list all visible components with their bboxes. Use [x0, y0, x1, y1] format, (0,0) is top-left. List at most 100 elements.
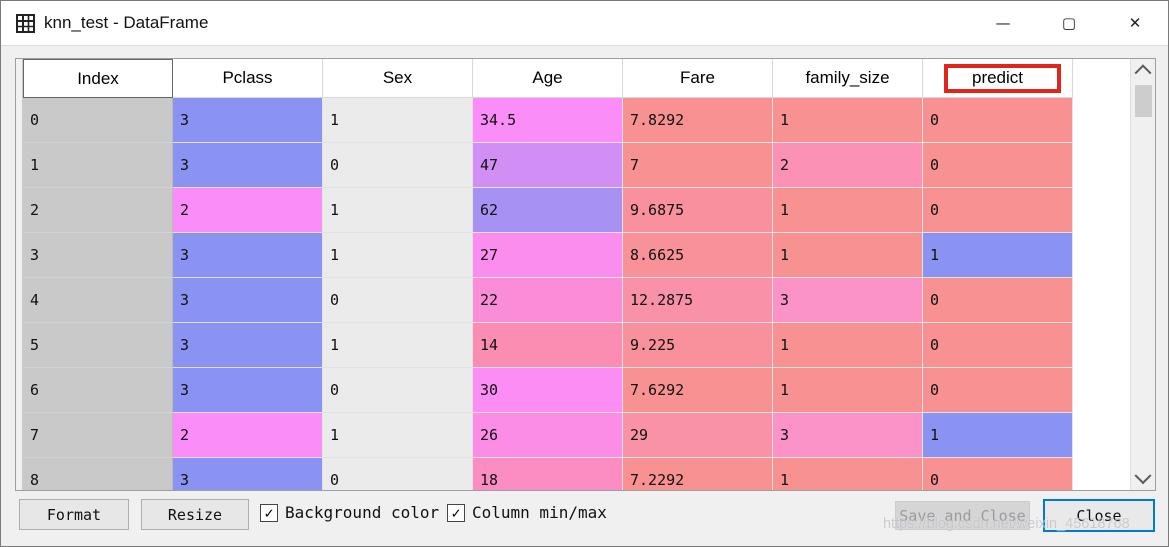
- data-cell[interactable]: 0: [923, 458, 1073, 490]
- data-cell[interactable]: 3: [173, 233, 323, 278]
- save-and-close-button: Save and Close: [895, 501, 1030, 530]
- maximize-button[interactable]: ▢: [1061, 14, 1077, 32]
- table-row: 1 3 0 47 7 2 0: [23, 143, 1073, 188]
- data-cell[interactable]: 47: [473, 143, 623, 188]
- data-cell[interactable]: 3: [173, 458, 323, 490]
- scroll-up-icon[interactable]: [1131, 59, 1156, 81]
- data-cell[interactable]: 1: [773, 98, 923, 143]
- data-cell[interactable]: 9.6875: [623, 188, 773, 233]
- data-cell[interactable]: 1: [323, 188, 473, 233]
- data-cell[interactable]: 0: [323, 368, 473, 413]
- column-header-index[interactable]: Index: [23, 59, 173, 98]
- data-cell[interactable]: 9.225: [623, 323, 773, 368]
- data-cell[interactable]: 3: [173, 143, 323, 188]
- resize-button[interactable]: Resize: [141, 499, 249, 530]
- data-cell[interactable]: 34.5: [473, 98, 623, 143]
- data-cell[interactable]: 7.6292: [623, 368, 773, 413]
- index-cell[interactable]: 4: [23, 278, 173, 323]
- index-cell[interactable]: 1: [23, 143, 173, 188]
- column-header-age[interactable]: Age: [473, 59, 623, 98]
- data-cell[interactable]: 18: [473, 458, 623, 490]
- data-cell[interactable]: 26: [473, 413, 623, 458]
- data-cell[interactable]: 7.2292: [623, 458, 773, 490]
- column-minmax-checkbox[interactable]: ✓: [447, 503, 465, 522]
- data-cell[interactable]: 14: [473, 323, 623, 368]
- data-cell[interactable]: 0: [923, 323, 1073, 368]
- data-cell[interactable]: 1: [923, 413, 1073, 458]
- row-header-strip: [16, 59, 23, 490]
- background-color-checkbox[interactable]: ✓: [260, 503, 278, 522]
- data-cell[interactable]: 0: [323, 458, 473, 490]
- column-header-fare[interactable]: Fare: [623, 59, 773, 98]
- column-header-sex[interactable]: Sex: [323, 59, 473, 98]
- background-color-label: Background color: [285, 503, 440, 522]
- table-row: 6 3 0 30 7.6292 1 0: [23, 368, 1073, 413]
- data-cell[interactable]: 0: [323, 143, 473, 188]
- column-header-family-size[interactable]: family_size: [773, 59, 923, 98]
- index-cell[interactable]: 6: [23, 368, 173, 413]
- data-cell[interactable]: 7: [623, 143, 773, 188]
- data-cell[interactable]: 1: [773, 233, 923, 278]
- close-button[interactable]: Close: [1043, 499, 1155, 532]
- index-cell[interactable]: 2: [23, 188, 173, 233]
- format-button[interactable]: Format: [19, 499, 129, 530]
- data-cell[interactable]: 12.2875: [623, 278, 773, 323]
- table-row: 5 3 1 14 9.225 1 0: [23, 323, 1073, 368]
- column-header-predict-label: predict: [971, 68, 1024, 87]
- index-cell[interactable]: 3: [23, 233, 173, 278]
- scroll-down-icon[interactable]: [1131, 466, 1156, 490]
- window-title: knn_test - DataFrame: [44, 13, 209, 32]
- index-cell[interactable]: 0: [23, 98, 173, 143]
- data-cell[interactable]: 0: [923, 188, 1073, 233]
- data-cell[interactable]: 3: [773, 278, 923, 323]
- data-cell[interactable]: 1: [323, 98, 473, 143]
- grid-main: Index Pclass Sex Age Fare family_size pr…: [23, 59, 1073, 490]
- data-cell[interactable]: 1: [773, 458, 923, 490]
- data-cell[interactable]: 0: [923, 143, 1073, 188]
- minimize-button[interactable]: —: [995, 14, 1011, 32]
- data-cell[interactable]: 62: [473, 188, 623, 233]
- table-row: 4 3 0 22 12.2875 3 0: [23, 278, 1073, 323]
- table-row: 0 3 1 34.5 7.8292 1 0: [23, 98, 1073, 143]
- column-header-pclass[interactable]: Pclass: [173, 59, 323, 98]
- data-cell[interactable]: 30: [473, 368, 623, 413]
- index-cell[interactable]: 7: [23, 413, 173, 458]
- scrollbar-thumb[interactable]: [1134, 85, 1152, 117]
- data-cell[interactable]: 0: [923, 368, 1073, 413]
- vertical-scrollbar[interactable]: [1130, 59, 1155, 490]
- data-cell[interactable]: 1: [923, 233, 1073, 278]
- data-cell[interactable]: 3: [173, 323, 323, 368]
- data-cell[interactable]: 1: [773, 368, 923, 413]
- close-window-button[interactable]: ✕: [1128, 14, 1142, 32]
- data-cell[interactable]: 2: [173, 413, 323, 458]
- title-bar: knn_test - DataFrame — ▢ ✕: [1, 1, 1168, 46]
- index-cell[interactable]: 8: [23, 458, 173, 490]
- data-cell[interactable]: 27: [473, 233, 623, 278]
- data-cell[interactable]: 1: [773, 323, 923, 368]
- data-cell[interactable]: 1: [773, 188, 923, 233]
- data-cell[interactable]: 22: [473, 278, 623, 323]
- index-cell[interactable]: 5: [23, 323, 173, 368]
- data-cell[interactable]: 2: [173, 188, 323, 233]
- data-cell[interactable]: 1: [323, 233, 473, 278]
- data-cell[interactable]: 3: [173, 368, 323, 413]
- data-cell[interactable]: 3: [173, 98, 323, 143]
- footer-bar: Format Resize ✓ Background color ✓ Colum…: [1, 491, 1168, 546]
- data-cell[interactable]: 3: [773, 413, 923, 458]
- table-row: 3 3 1 27 8.6625 1 1: [23, 233, 1073, 278]
- dataframe-grid: Index Pclass Sex Age Fare family_size pr…: [15, 58, 1156, 491]
- column-header-predict[interactable]: predict: [923, 59, 1073, 98]
- data-cell[interactable]: 0: [923, 278, 1073, 323]
- data-cell[interactable]: 3: [173, 278, 323, 323]
- data-cell[interactable]: 0: [923, 98, 1073, 143]
- data-cell[interactable]: 0: [323, 278, 473, 323]
- data-cell[interactable]: 1: [323, 323, 473, 368]
- grid-filler: [1073, 59, 1130, 490]
- data-cell[interactable]: 1: [323, 413, 473, 458]
- data-cell[interactable]: 2: [773, 143, 923, 188]
- data-cell[interactable]: 7.8292: [623, 98, 773, 143]
- data-cell[interactable]: 8.6625: [623, 233, 773, 278]
- header-row: Index Pclass Sex Age Fare family_size pr…: [23, 59, 1073, 98]
- data-cell[interactable]: 29: [623, 413, 773, 458]
